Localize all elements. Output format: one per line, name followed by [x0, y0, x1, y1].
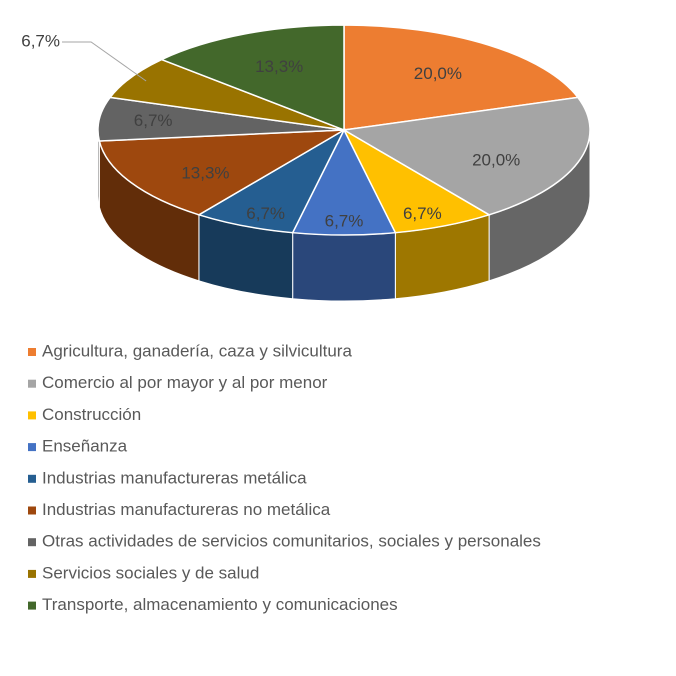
legend-swatch: [28, 474, 36, 483]
pie-slice: [343, 24, 580, 131]
data-label: 6,7%: [134, 111, 173, 130]
data-label: 6,7%: [21, 31, 60, 50]
legend-label: Construcción: [42, 405, 141, 424]
legend-swatch: [28, 348, 36, 356]
data-label: 13,3%: [181, 164, 229, 183]
data-label: 20,0%: [472, 150, 520, 169]
legend-label: Comercio al por mayor y al por menor: [42, 373, 328, 392]
data-label: 6,7%: [246, 204, 285, 223]
pie-slice: [159, 24, 345, 132]
pie-slice: [341, 96, 591, 216]
legend-swatch: [28, 601, 36, 610]
legend-label: Industrias manufactureras metálica: [42, 468, 307, 487]
legend-label: Enseñanza: [42, 437, 128, 456]
data-label: 6,7%: [403, 204, 442, 223]
legend-label: Industrias manufactureras no metálica: [42, 500, 331, 519]
legend-swatch: [28, 411, 36, 420]
legend-label: Servicios sociales y de salud: [42, 563, 259, 582]
legend-swatch: [28, 379, 36, 388]
leader-line: [62, 41, 147, 82]
data-label: 13,3%: [255, 57, 303, 76]
pie-slice: [98, 129, 345, 216]
legend-swatch: [28, 538, 36, 547]
legend-swatch: [28, 443, 36, 452]
pie-side: [292, 232, 396, 302]
legend-swatch: [28, 506, 36, 515]
data-label: 20,0%: [414, 64, 462, 83]
legend-label: Otras actividades de servicios comunitar…: [42, 532, 541, 551]
legend-label: Agricultura, ganadería, caza y silvicult…: [42, 341, 352, 360]
legend-swatch: [28, 569, 36, 578]
data-label: 6,7%: [325, 211, 364, 230]
legend-label: Transporte, almacenamiento y comunicacio…: [42, 595, 398, 614]
